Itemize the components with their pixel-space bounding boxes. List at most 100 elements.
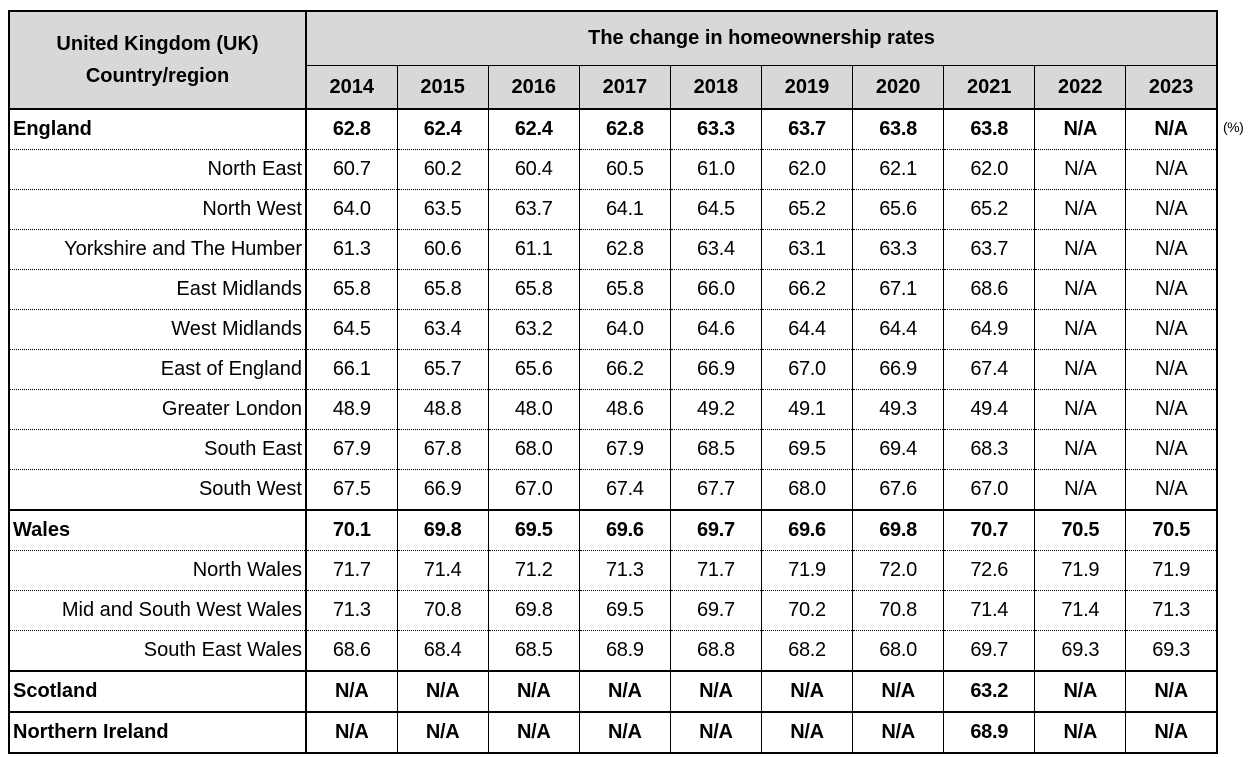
cell-greater-london-2018: 49.2 xyxy=(669,389,762,430)
cell-south-east-wales-2015: 68.4 xyxy=(396,630,489,671)
table-row-north-east: North East 60.7 60.2 60.4 60.5 61.0 62.0 62.1 62… xyxy=(9,149,1217,190)
cell-greater-london-2023: N/A xyxy=(1125,389,1217,430)
cell-north-east-2019: 62.0 xyxy=(760,149,853,190)
cell-yorkshire-and-the-humber-2020: 63.3 xyxy=(852,229,944,270)
cell-greater-london-2017: 48.6 xyxy=(578,389,671,430)
cell-south-east-2023: N/A xyxy=(1125,429,1217,470)
cell-south-west-2017: 67.4 xyxy=(578,469,671,510)
cell-wales-2017: 69.6 xyxy=(578,509,671,551)
cell-west-midlands-2016: 63.2 xyxy=(487,309,580,350)
cell-wales-2021: 70.7 xyxy=(943,509,1035,551)
cell-mid-and-south-west-wales-2019: 70.2 xyxy=(760,590,853,631)
cell-scotland-2014: N/A xyxy=(305,670,398,712)
cell-north-west-2020: 65.6 xyxy=(852,189,944,230)
cell-mid-and-south-west-wales-2017: 69.5 xyxy=(578,590,671,631)
cell-mid-and-south-west-wales-2016: 69.8 xyxy=(487,590,580,631)
table-row-north-west: North West 64.0 63.5 63.7 64.1 64.5 65.2 65.6 65… xyxy=(9,189,1217,230)
cell-north-east-2018: 61.0 xyxy=(669,149,762,190)
cell-north-wales-2019: 71.9 xyxy=(760,550,853,591)
row-label-north-west: North West xyxy=(9,189,307,230)
cell-south-east-2015: 67.8 xyxy=(396,429,489,470)
cell-south-west-2019: 68.0 xyxy=(760,469,853,510)
table-row-scotland: Scotland N/A N/A N/A N/A N/A N/A N/A 63.2 N/A N/A xyxy=(9,670,1217,712)
year-header-2016: 2016 xyxy=(487,65,580,110)
cell-north-east-2017: 60.5 xyxy=(578,149,671,190)
cell-north-east-2021: 62.0 xyxy=(943,149,1035,190)
cell-east-of-england-2021: 67.4 xyxy=(943,349,1035,390)
cell-north-west-2023: N/A xyxy=(1125,189,1217,230)
cell-east-midlands-2016: 65.8 xyxy=(487,269,580,310)
cell-south-east-wales-2016: 68.5 xyxy=(487,630,580,671)
cell-north-west-2018: 64.5 xyxy=(669,189,762,230)
cell-mid-and-south-west-wales-2014: 71.3 xyxy=(305,590,398,631)
cell-scotland-2023: N/A xyxy=(1125,670,1217,712)
cell-greater-london-2019: 49.1 xyxy=(760,389,853,430)
cell-england-2015: 62.4 xyxy=(396,109,489,150)
cell-england-2022: N/A xyxy=(1034,109,1126,150)
cell-mid-and-south-west-wales-2021: 71.4 xyxy=(943,590,1035,631)
cell-yorkshire-and-the-humber-2014: 61.3 xyxy=(305,229,398,270)
cell-scotland-2021: 63.2 xyxy=(943,670,1035,712)
row-label-yorkshire-and-the-humber: Yorkshire and The Humber xyxy=(9,229,307,270)
cell-west-midlands-2019: 64.4 xyxy=(760,309,853,350)
cell-south-east-wales-2019: 68.2 xyxy=(760,630,853,671)
row-label-west-midlands: West Midlands xyxy=(9,309,307,350)
row-label-south-west: South West xyxy=(9,469,307,510)
year-header-2022: 2022 xyxy=(1034,65,1126,110)
cell-south-west-2015: 66.9 xyxy=(396,469,489,510)
row-label-east-midlands: East Midlands xyxy=(9,269,307,310)
cell-england-2023: N/A xyxy=(1125,109,1217,150)
cell-northern-ireland-2015: N/A xyxy=(396,711,489,753)
cell-northern-ireland-2019: N/A xyxy=(760,711,853,753)
cell-scotland-2020: N/A xyxy=(852,670,944,712)
cell-north-west-2016: 63.7 xyxy=(487,189,580,230)
cell-england-2018: 63.3 xyxy=(669,109,762,150)
cell-wales-2022: 70.5 xyxy=(1034,509,1126,551)
cell-greater-london-2022: N/A xyxy=(1034,389,1126,430)
table-row-north-wales: North Wales 71.7 71.4 71.2 71.3 71.7 71.9 72.0 7… xyxy=(9,550,1217,591)
cell-north-west-2014: 64.0 xyxy=(305,189,398,230)
cell-scotland-2017: N/A xyxy=(578,670,671,712)
cell-north-west-2019: 65.2 xyxy=(760,189,853,230)
cell-mid-and-south-west-wales-2015: 70.8 xyxy=(396,590,489,631)
year-header-2021: 2021 xyxy=(943,65,1035,110)
cell-wales-2018: 69.7 xyxy=(669,509,762,551)
cell-north-wales-2021: 72.6 xyxy=(943,550,1035,591)
cell-north-west-2015: 63.5 xyxy=(396,189,489,230)
row-label-wales: Wales xyxy=(9,509,307,551)
cell-north-west-2021: 65.2 xyxy=(943,189,1035,230)
cell-yorkshire-and-the-humber-2021: 63.7 xyxy=(943,229,1035,270)
cell-south-east-wales-2014: 68.6 xyxy=(305,630,398,671)
cell-mid-and-south-west-wales-2018: 69.7 xyxy=(669,590,762,631)
cell-north-wales-2022: 71.9 xyxy=(1034,550,1126,591)
cell-yorkshire-and-the-humber-2016: 61.1 xyxy=(487,229,580,270)
cell-north-west-2017: 64.1 xyxy=(578,189,671,230)
cell-wales-2019: 69.6 xyxy=(760,509,853,551)
cell-south-east-2022: N/A xyxy=(1034,429,1126,470)
cell-south-west-2021: 67.0 xyxy=(943,469,1035,510)
cell-greater-london-2021: 49.4 xyxy=(943,389,1035,430)
cell-mid-and-south-west-wales-2020: 70.8 xyxy=(852,590,944,631)
cell-south-east-2020: 69.4 xyxy=(852,429,944,470)
cell-east-midlands-2022: N/A xyxy=(1034,269,1126,310)
cell-england-2016: 62.4 xyxy=(487,109,580,150)
cell-north-wales-2017: 71.3 xyxy=(578,550,671,591)
cell-south-east-2017: 67.9 xyxy=(578,429,671,470)
cell-east-of-england-2015: 65.7 xyxy=(396,349,489,390)
cell-england-2019: 63.7 xyxy=(760,109,853,150)
cell-mid-and-south-west-wales-2023: 71.3 xyxy=(1125,590,1217,631)
cell-wales-2014: 70.1 xyxy=(305,509,398,551)
row-label-south-east: South East xyxy=(9,429,307,470)
cell-north-wales-2023: 71.9 xyxy=(1125,550,1217,591)
cell-east-midlands-2019: 66.2 xyxy=(760,269,853,310)
table-row-northern-ireland: Northern Ireland N/A N/A N/A N/A N/A N/A N/A 68.… xyxy=(9,711,1217,753)
cell-south-west-2020: 67.6 xyxy=(852,469,944,510)
cell-england-2014: 62.8 xyxy=(305,109,398,150)
cell-scotland-2018: N/A xyxy=(669,670,762,712)
cell-yorkshire-and-the-humber-2018: 63.4 xyxy=(669,229,762,270)
cell-east-midlands-2017: 65.8 xyxy=(578,269,671,310)
cell-wales-2015: 69.8 xyxy=(396,509,489,551)
cell-east-midlands-2015: 65.8 xyxy=(396,269,489,310)
cell-north-wales-2018: 71.7 xyxy=(669,550,762,591)
cell-south-west-2018: 67.7 xyxy=(669,469,762,510)
